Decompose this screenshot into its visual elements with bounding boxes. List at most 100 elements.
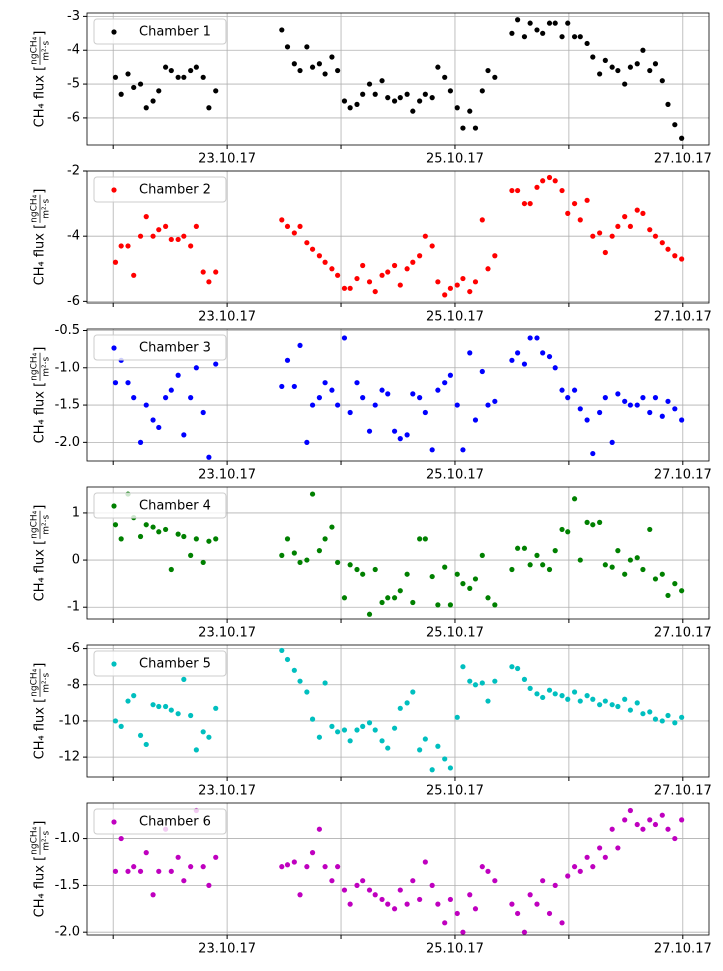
point (559, 526, 565, 533)
point (485, 595, 491, 601)
point (118, 536, 124, 542)
point (485, 402, 491, 408)
point (652, 233, 659, 239)
point (391, 428, 398, 434)
point (640, 47, 646, 53)
y-tick-label: -5 (67, 77, 80, 92)
point (360, 571, 366, 577)
point (647, 817, 653, 823)
point (143, 402, 149, 408)
point (597, 845, 603, 851)
point (679, 714, 685, 720)
legend-marker (111, 187, 117, 193)
point (540, 350, 546, 356)
point (442, 920, 448, 926)
point (597, 71, 603, 77)
point (534, 335, 540, 341)
point (559, 387, 565, 393)
point (316, 734, 322, 740)
x-tick-label: 23.10.17 (198, 942, 256, 957)
point (647, 526, 653, 533)
point (163, 64, 169, 70)
point (472, 906, 479, 912)
point (472, 279, 479, 285)
point (442, 380, 448, 386)
point (435, 743, 441, 749)
point (385, 95, 391, 101)
point (479, 680, 485, 686)
point (527, 20, 533, 26)
point (304, 864, 310, 870)
x-tick-label: 27.10.17 (654, 468, 712, 483)
point (291, 667, 297, 673)
point (347, 738, 353, 744)
point (297, 223, 303, 230)
point (309, 491, 316, 497)
point (571, 864, 578, 870)
point (659, 812, 665, 818)
point (284, 44, 291, 50)
point (366, 279, 373, 285)
y-label-numerator: ngCH₄ (30, 826, 40, 854)
point (112, 380, 119, 386)
point (372, 288, 378, 295)
point (417, 536, 423, 542)
y-label-quantity: CH₄ flux [ (33, 698, 48, 760)
point (156, 88, 162, 94)
subplot: -2.0 -1.5 -1.0 23.10.17 25.10.17 27.10.17 Cham… (30, 802, 712, 957)
point (515, 187, 521, 194)
point (672, 720, 678, 726)
y-tick-label: -1.0 (55, 360, 80, 375)
point (584, 693, 590, 699)
point (565, 20, 571, 26)
point (206, 105, 212, 111)
point (335, 559, 341, 566)
point (354, 380, 360, 386)
legend-box (93, 18, 227, 45)
point (454, 714, 460, 720)
point (435, 279, 441, 285)
point (379, 738, 385, 744)
point (422, 91, 428, 97)
legend-marker (111, 661, 117, 667)
legend: Chamber 5 (93, 650, 227, 677)
point (284, 357, 291, 363)
y-axis-label: CH₄ flux [ngCH₄ m²·s] (30, 663, 52, 760)
point (372, 727, 378, 733)
point (404, 91, 410, 97)
point (175, 531, 181, 537)
point (492, 398, 498, 404)
point (213, 536, 219, 542)
point (366, 611, 373, 617)
y-label-close: ] (33, 31, 48, 36)
point (627, 402, 633, 408)
y-tick-label: -10 (59, 713, 80, 728)
legend-label: Chamber 5 (139, 657, 211, 672)
point (622, 571, 628, 577)
point (168, 387, 174, 393)
point (627, 223, 633, 230)
point (354, 101, 360, 107)
point (627, 807, 633, 814)
legend-marker (111, 819, 117, 825)
point (150, 892, 156, 898)
point (672, 835, 678, 842)
point (329, 54, 335, 60)
point (467, 678, 473, 684)
point (467, 108, 473, 114)
point (125, 868, 131, 874)
point (354, 727, 360, 733)
point (163, 223, 169, 230)
point (577, 406, 583, 412)
point (540, 30, 546, 36)
point (442, 756, 448, 762)
y-axis-label: CH₄ flux [ngCH₄ m²·s] (30, 347, 52, 444)
point (665, 101, 671, 107)
point (322, 680, 328, 686)
point (634, 700, 640, 706)
point (422, 736, 428, 742)
point (404, 571, 410, 577)
point (485, 868, 491, 874)
point (206, 454, 212, 460)
legend: Chamber 6 (93, 808, 227, 835)
